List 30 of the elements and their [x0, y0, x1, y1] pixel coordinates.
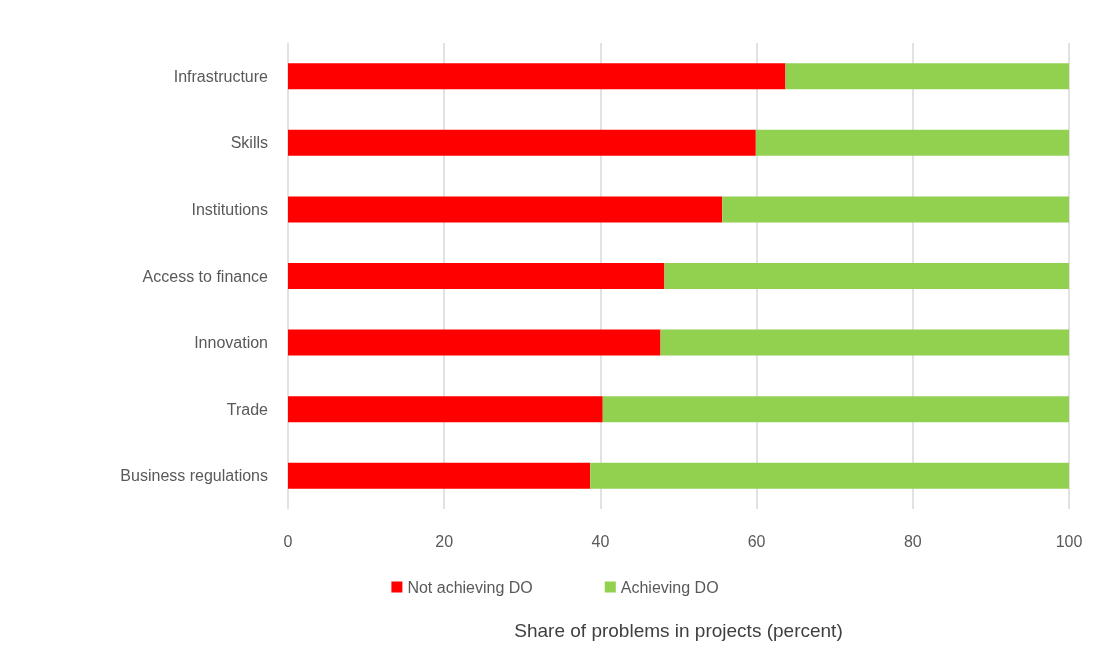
- y-tick-label: Access to finance: [142, 267, 269, 285]
- bar: [785, 63, 1069, 90]
- bar: [288, 63, 786, 90]
- y-tick-label: Trade: [226, 400, 269, 418]
- y-tick-label: Innovation: [194, 334, 268, 352]
- x-tick-label: 60: [747, 532, 766, 550]
- y-tick-label: Business regulations: [120, 467, 268, 485]
- x-tick-label: 100: [1055, 532, 1083, 550]
- x-tick-label: 0: [283, 532, 293, 550]
- bar: [590, 462, 1069, 489]
- bar: [602, 396, 1069, 423]
- bar: [722, 196, 1069, 223]
- x-tick-label: 80: [903, 532, 922, 550]
- y-tick-label: Skills: [230, 134, 268, 152]
- bar: [288, 263, 665, 289]
- bar: [288, 396, 603, 423]
- legend-label: Not achieving DO: [407, 578, 533, 596]
- x-axis-title: Share of problems in projects (percent): [514, 620, 843, 641]
- y-tick-label: Infrastructure: [173, 67, 269, 85]
- legend-label: Achieving DO: [620, 578, 719, 596]
- bar: [288, 329, 661, 356]
- x-tick-label: 40: [591, 532, 610, 550]
- bar: [288, 129, 756, 156]
- x-tick-label: 20: [435, 532, 454, 550]
- y-tick-label: Institutions: [191, 200, 268, 218]
- bar: [755, 129, 1069, 156]
- bar: [664, 263, 1069, 289]
- bar: [660, 329, 1069, 356]
- bar: [288, 462, 591, 489]
- bar: [288, 196, 723, 223]
